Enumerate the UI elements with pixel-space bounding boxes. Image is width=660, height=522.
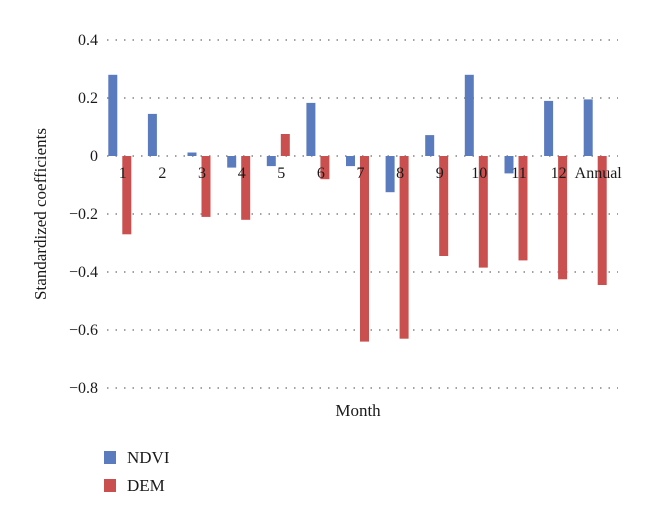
bar-ndvi-4: [227, 156, 237, 168]
y-axis-ticks: 0.4 0.2 0 −0.2 −0.4 −0.6 −0.8: [69, 32, 98, 397]
x-tick-label: 4: [238, 165, 246, 182]
x-axis-title: Month: [335, 401, 381, 420]
y-tick-label: −0.2: [69, 206, 98, 223]
bar-ndvi-6: [306, 102, 316, 156]
bar-dem-6: [320, 156, 330, 180]
legend: NDVI DEM: [104, 448, 170, 495]
bar-dem-1: [122, 156, 132, 235]
x-tick-label: 12: [551, 165, 567, 182]
bar-dem-10: [478, 156, 488, 268]
bar-ndvi-8: [385, 156, 395, 193]
bar-ndvi-5: [266, 156, 276, 167]
bar-ndvi-3: [187, 152, 197, 156]
bar-ndvi-annual: [583, 99, 593, 156]
y-tick-label: −0.8: [69, 380, 98, 397]
bar-ndvi-7: [346, 156, 355, 167]
bar-ndvi-1: [108, 74, 118, 156]
bar-dem-5: [280, 134, 290, 156]
x-tick-label: 2: [158, 165, 166, 182]
bar-dem-8: [399, 156, 409, 339]
y-tick-label: −0.4: [69, 264, 98, 281]
x-axis-ticks: 1 2 3 4 5 6 7 8 9 10 11 12 Annual: [119, 165, 623, 182]
bar-dem-9: [439, 156, 449, 256]
x-tick-label: Annual: [575, 165, 623, 182]
x-tick-label: 10: [471, 165, 487, 182]
x-tick-label: 11: [511, 165, 526, 182]
legend-swatch-ndvi: [104, 451, 116, 464]
x-tick-label: 1: [119, 165, 127, 182]
x-tick-label: 8: [396, 165, 404, 182]
bar-dem-annual: [597, 156, 607, 285]
bar-ndvi-10: [464, 74, 474, 156]
bar-dem-3: [201, 156, 211, 217]
bar-dem-11: [518, 156, 528, 261]
bars: [108, 74, 607, 342]
x-tick-label: 3: [198, 165, 206, 182]
bar-dem-7: [360, 156, 369, 342]
bar-ndvi-11: [504, 156, 514, 174]
y-tick-label: 0.2: [78, 90, 98, 107]
y-axis-title: Standardized coefficients: [31, 128, 50, 300]
bar-dem-12: [558, 156, 568, 280]
x-tick-label: 7: [357, 165, 365, 182]
bar-dem-4: [241, 156, 251, 220]
bar-ndvi-2: [147, 113, 157, 156]
bar-ndvi-12: [544, 100, 554, 156]
x-tick-label: 5: [277, 165, 285, 182]
y-tick-label: 0: [90, 148, 98, 165]
bar-ndvi-9: [425, 135, 435, 156]
legend-label-ndvi: NDVI: [127, 448, 170, 467]
legend-label-dem: DEM: [127, 476, 165, 495]
y-tick-label: −0.6: [69, 322, 98, 339]
y-tick-label: 0.4: [78, 32, 98, 49]
legend-swatch-dem: [104, 479, 116, 492]
x-tick-label: 9: [436, 165, 444, 182]
x-tick-label: 6: [317, 165, 325, 182]
